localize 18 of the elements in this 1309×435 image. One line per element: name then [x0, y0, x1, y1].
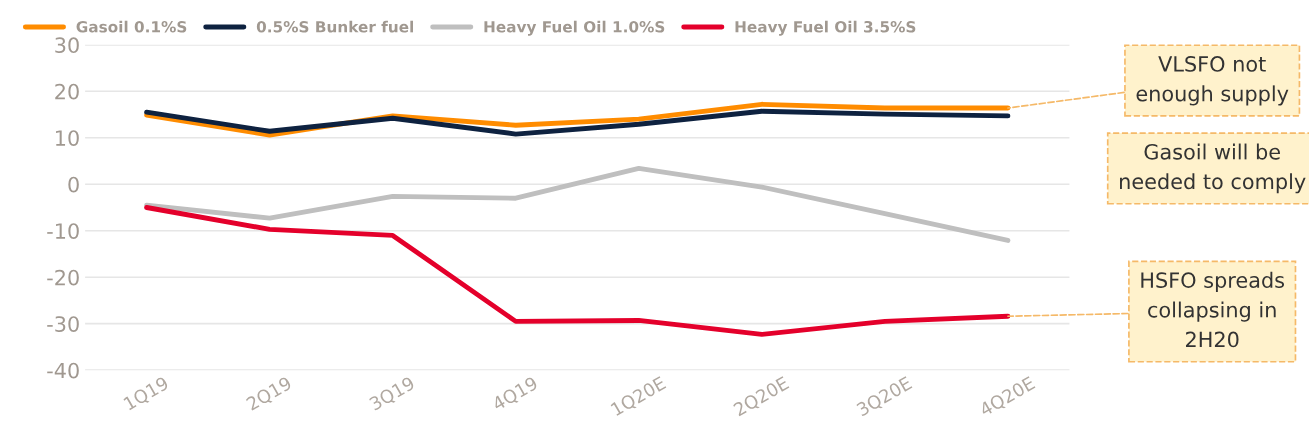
y-tick-label: -40 [47, 362, 79, 379]
y-tick-label: 20 [55, 83, 79, 100]
annotation: HSFO spreads collapsing in 2H20 [1141, 271, 1285, 348]
annotation: VLSFO not enough supply [1136, 56, 1289, 106]
line-series [144, 205, 1011, 337]
y-tick-label: 0 [68, 176, 79, 193]
y-tick-label: -30 [47, 316, 79, 332]
legend-label: 0.5%S Bunker fuel [256, 20, 414, 33]
legend-label: Heavy Fuel Oil 3.5%S [735, 20, 916, 36]
legend-label: Heavy Fuel Oil 1.0%S [484, 20, 665, 36]
text: Gasoil will be needed to comply [1120, 143, 1306, 194]
legend-label: Gasoil 0.1%S [76, 20, 187, 33]
y-tick-label: -10 [47, 223, 79, 239]
y-tick-label: 10 [56, 130, 79, 146]
y-tick-label: -20 [47, 269, 79, 286]
line-series [144, 108, 1011, 137]
y-tick-label: 30 [55, 37, 79, 54]
line-series [144, 166, 1011, 243]
